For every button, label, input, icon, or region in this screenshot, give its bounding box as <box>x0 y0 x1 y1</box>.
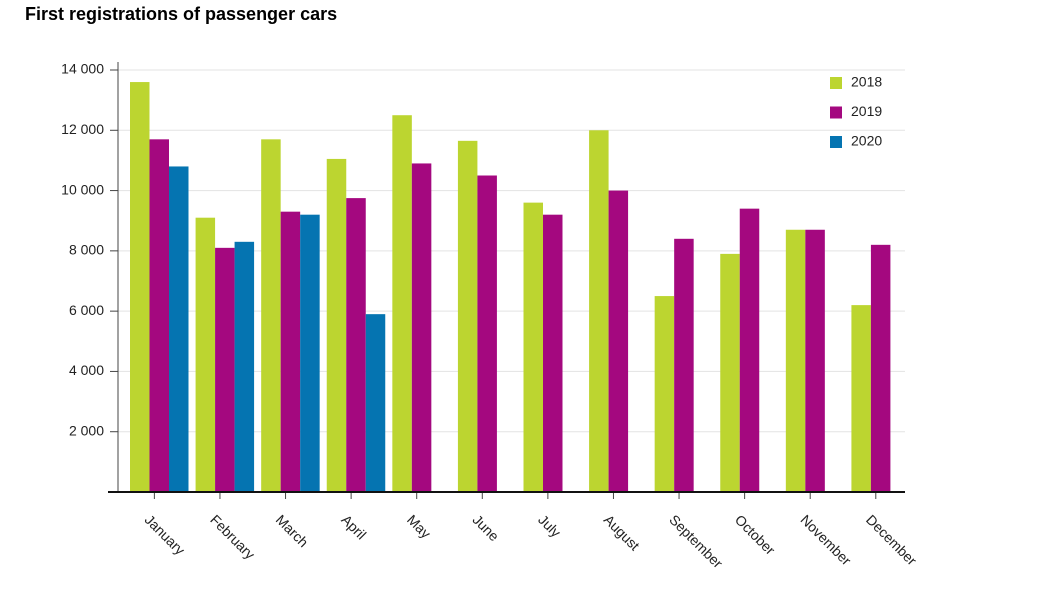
bar <box>785 229 806 492</box>
chart-title: First registrations of passenger cars <box>25 4 337 24</box>
bar <box>411 163 432 492</box>
y-tick-label: 2 000 <box>69 422 104 438</box>
legend-label: 2020 <box>851 133 882 149</box>
x-tick-label: December <box>863 511 920 568</box>
bar <box>280 211 301 492</box>
y-tick-label: 6 000 <box>69 302 104 318</box>
bar <box>300 214 320 492</box>
bar <box>589 130 609 493</box>
bar <box>326 158 347 492</box>
bar <box>365 314 386 492</box>
bar <box>261 139 281 493</box>
x-tick-label: November <box>797 511 854 568</box>
x-tick-label: August <box>601 511 643 553</box>
legend-swatch <box>830 136 842 148</box>
y-tick-label: 4 000 <box>69 362 104 378</box>
bar <box>654 296 675 492</box>
bar <box>169 166 189 492</box>
bar <box>608 190 629 493</box>
bar <box>477 175 497 492</box>
x-tick-label: March <box>273 511 312 550</box>
x-tick-label: July <box>535 511 564 540</box>
bar <box>457 140 478 493</box>
bar <box>215 247 235 492</box>
bar <box>149 139 169 493</box>
bar <box>523 202 543 492</box>
bar <box>739 208 760 492</box>
bar <box>720 253 740 492</box>
legend-label: 2018 <box>851 74 882 90</box>
bar <box>130 82 150 493</box>
bar <box>805 229 825 492</box>
bar <box>346 198 366 492</box>
bar <box>195 217 216 492</box>
bar <box>543 214 563 492</box>
bar <box>234 241 255 492</box>
bar <box>851 305 871 492</box>
legend-label: 2019 <box>851 103 882 119</box>
x-tick-label: April <box>338 511 369 542</box>
x-tick-label: June <box>470 511 503 544</box>
legend-swatch <box>830 106 842 119</box>
bar <box>392 115 412 492</box>
legend-swatch <box>830 77 842 89</box>
bar <box>674 238 694 492</box>
x-tick-label: January <box>142 511 189 558</box>
x-tick-label: February <box>207 511 258 562</box>
bar <box>870 244 891 492</box>
x-tick-label: May <box>404 511 434 541</box>
x-tick-label: September <box>666 511 726 571</box>
y-tick-label: 14 000 <box>61 61 104 77</box>
y-tick-label: 10 000 <box>61 181 104 197</box>
y-tick-label: 12 000 <box>61 121 104 137</box>
x-tick-label: October <box>732 511 779 558</box>
y-tick-label: 8 000 <box>69 242 104 258</box>
